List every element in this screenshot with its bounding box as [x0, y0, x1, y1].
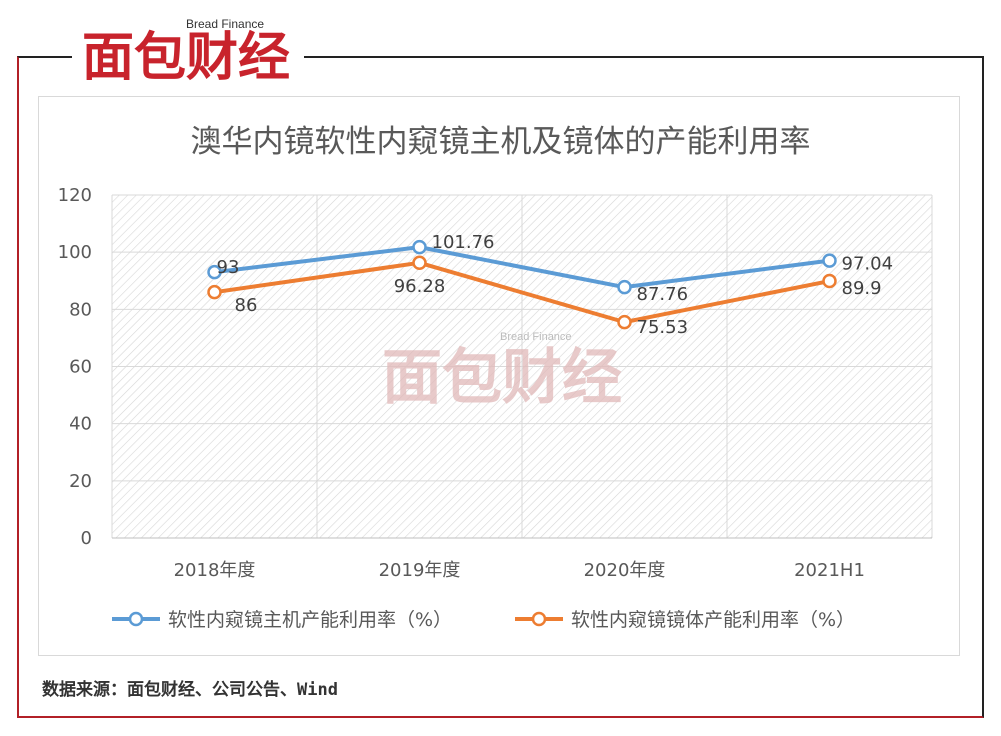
outer-frame: [17, 56, 984, 718]
legend-swatch-marker: [128, 611, 144, 627]
data-label-2: 96.28: [394, 276, 446, 297]
data-point-1: [822, 253, 837, 268]
data-label-1: 101.76: [432, 232, 495, 253]
logo-chinese-text: 面包财经: [82, 28, 291, 88]
y-tick-label: 120: [58, 185, 92, 206]
watermark-english: Bread Finance: [500, 331, 572, 343]
data-label-1: 87.76: [637, 284, 689, 305]
x-tick-label: 2018年度: [174, 560, 256, 581]
logo-english-text: Bread Finance: [186, 17, 265, 31]
y-tick-label: 80: [69, 299, 92, 320]
source-note: 数据来源：面包财经、公司公告、Wind: [42, 680, 338, 700]
data-label-1: 93: [217, 257, 240, 278]
x-tick-label: 2019年度: [379, 560, 461, 581]
data-point-2: [822, 273, 837, 289]
data-label-2: 86: [235, 295, 258, 316]
legend-label: 软性内窥镜主机产能利用率（%）: [168, 609, 452, 631]
series-line-2: [214, 260, 830, 325]
x-tick-label: 2021H1: [794, 560, 865, 581]
data-point-1: [412, 239, 427, 255]
y-tick-label: 40: [69, 414, 92, 435]
watermark-logo: 面包财经: [382, 343, 622, 413]
data-point-1: [207, 264, 222, 280]
data-label-1: 97.04: [842, 254, 894, 275]
data-label-2: 89.9: [842, 278, 882, 299]
data-point-1: [617, 279, 632, 295]
logo-background: [72, 16, 304, 96]
data-point-2: [207, 284, 222, 300]
legend-swatch-marker: [531, 611, 547, 627]
data-label-2: 75.53: [637, 317, 689, 338]
y-tick-label: 60: [69, 357, 92, 378]
y-tick-label: 20: [69, 471, 92, 492]
y-tick-label: 100: [58, 242, 92, 263]
data-point-2: [617, 314, 632, 330]
series-line-1: [214, 245, 830, 290]
x-tick-label: 2020年度: [584, 560, 666, 581]
y-tick-label: 0: [81, 528, 92, 549]
chart-title: 澳华内镜软性内窥镜主机及镜体的产能利用率: [190, 124, 811, 160]
legend-label: 软性内窥镜镜体产能利用率（%）: [571, 609, 855, 631]
data-point-2: [412, 255, 427, 271]
